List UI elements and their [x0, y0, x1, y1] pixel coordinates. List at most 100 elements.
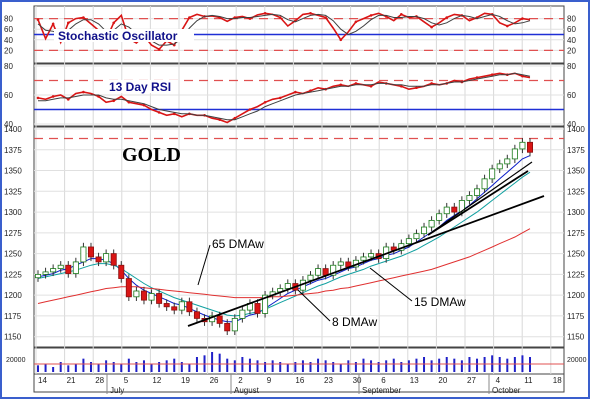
volume-bar	[142, 360, 145, 372]
y-tick-label-right: 1375	[567, 146, 585, 155]
candle-down	[186, 301, 193, 313]
candle-up	[443, 206, 450, 215]
y-tick-label-left: 1275	[4, 229, 22, 238]
y-tick-label-right: 1200	[567, 291, 585, 300]
trendline-2	[427, 170, 529, 236]
volume-bar	[264, 362, 267, 372]
series-marker	[142, 103, 146, 107]
series-marker	[82, 16, 85, 19]
candle-up	[496, 163, 503, 170]
series-marker	[127, 100, 131, 104]
price-panel	[33, 126, 565, 348]
volume-bar	[226, 358, 229, 372]
series-marker	[369, 85, 373, 88]
x-tick-label: 5	[124, 376, 129, 385]
series-marker	[324, 16, 327, 19]
series-marker	[233, 116, 237, 120]
candle-up	[315, 268, 322, 276]
volume-bar	[127, 358, 130, 372]
y-tick-label-left: 1150	[4, 333, 22, 342]
candle-down	[95, 256, 102, 263]
x-tick-label: 6	[381, 376, 386, 385]
x-tick-label: 19	[181, 376, 190, 385]
y-tick-label-right: 1225	[567, 270, 585, 279]
series-marker	[490, 73, 494, 76]
volume-bar	[286, 363, 289, 372]
series-marker	[97, 95, 100, 98]
volume-bar	[392, 358, 395, 372]
annotation-8-pointer	[297, 289, 331, 322]
y-tick-label-left: 1350	[4, 167, 22, 176]
volume-bar	[339, 363, 342, 372]
volume-y-label-right: 20000	[567, 357, 587, 364]
candle-up	[42, 271, 49, 275]
series-marker	[430, 82, 433, 85]
y-tick-label-right: 60	[567, 25, 576, 34]
series-marker	[278, 96, 282, 100]
stochastic-title-bg	[54, 29, 194, 42]
x-axis-strip	[33, 373, 565, 393]
x-month-label: September	[362, 386, 401, 395]
candle-up	[474, 188, 481, 196]
y-tick-label-right: 80	[567, 62, 576, 71]
x-tick-label: 23	[324, 376, 333, 385]
volume-bar	[377, 362, 380, 372]
candle-up	[458, 200, 465, 213]
y-tick-label-left: 1300	[4, 208, 22, 217]
annotation-65-dmaw: 65 DMAw	[212, 237, 264, 251]
x-tick-label: 14	[38, 376, 47, 385]
candle-up	[511, 148, 518, 160]
annotation-15-pointer	[369, 267, 413, 302]
volume-bar	[44, 363, 47, 372]
candle-up	[284, 283, 291, 289]
volume-bar	[317, 358, 320, 372]
series-marker	[36, 18, 40, 21]
rsi-title: 13 Day RSI	[109, 80, 171, 94]
y-tick-label-left: 40	[4, 120, 13, 129]
x-month-label: July	[110, 386, 124, 395]
x-tick-label: 4	[496, 376, 501, 385]
candle-up	[80, 246, 87, 263]
candle-up	[72, 261, 79, 274]
y-tick-label-right: 1300	[567, 208, 585, 217]
series-line	[37, 228, 531, 304]
series-marker	[309, 89, 312, 92]
y-tick-label-left: 1325	[4, 187, 22, 196]
candle-down	[140, 290, 147, 301]
y-tick-label-left: 1225	[4, 270, 22, 279]
candle-up	[133, 290, 140, 298]
volume-bar	[74, 363, 77, 372]
stochastic-title: Stochastic Oscillator	[58, 29, 178, 43]
series-marker	[505, 24, 509, 28]
series-marker	[475, 76, 479, 79]
volume-bars	[34, 352, 564, 372]
volume-bar	[438, 358, 441, 372]
volume-bar	[256, 360, 259, 372]
x-tick-label: 11	[524, 376, 533, 385]
series-marker	[82, 90, 85, 94]
series-marker	[294, 90, 297, 94]
volume-bar	[506, 358, 509, 372]
volume-bar	[82, 358, 85, 372]
volume-bar	[332, 362, 335, 372]
volume-bar	[97, 363, 100, 372]
series-marker	[369, 14, 373, 17]
y-tick-label-right: 1400	[567, 125, 585, 134]
series-marker	[157, 48, 161, 51]
candle-up	[436, 213, 443, 221]
volume-bar	[37, 365, 39, 372]
candle-up	[481, 178, 488, 190]
series-marker	[415, 86, 418, 90]
x-tick-label: 9	[267, 376, 272, 385]
candle-down	[527, 141, 534, 153]
x-tick-label: 18	[553, 376, 562, 385]
candle-down	[216, 315, 223, 324]
candle-up	[103, 253, 110, 263]
candle-down	[171, 306, 178, 311]
candle-down	[451, 206, 458, 213]
volume-bar	[158, 362, 161, 372]
volume-bar	[430, 360, 433, 372]
candle-up	[421, 226, 428, 235]
series-marker	[51, 95, 55, 98]
